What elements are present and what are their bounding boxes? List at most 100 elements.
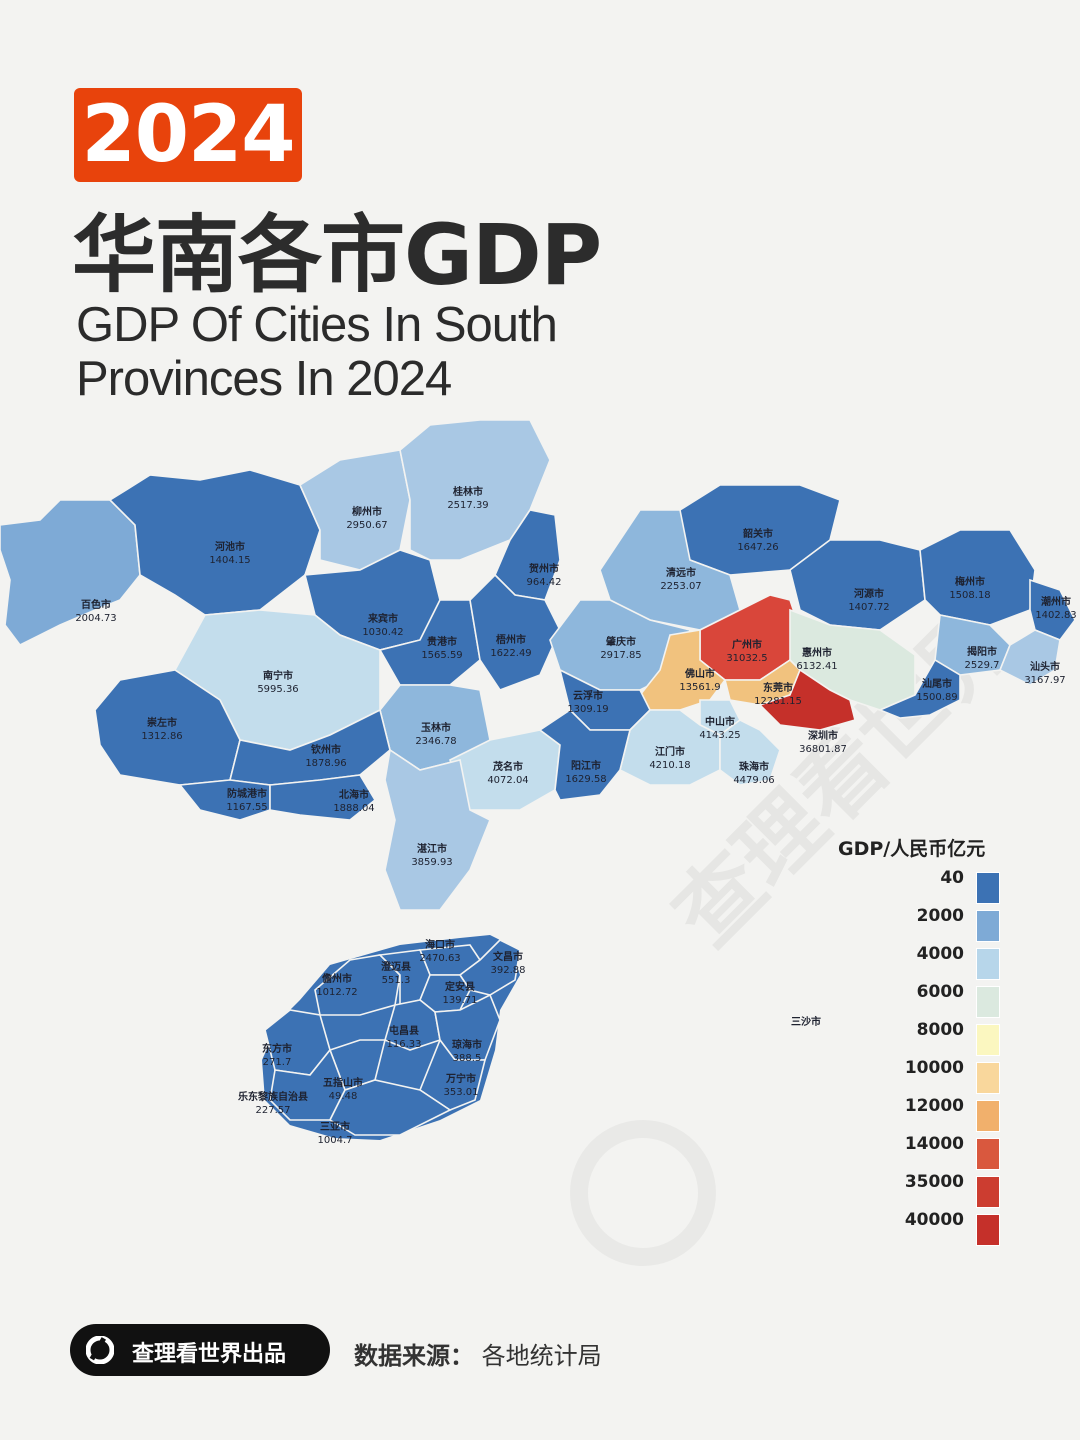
source-value: 各地统计局 <box>481 1342 602 1370</box>
city-gdp-value: 13561.9 <box>679 682 720 693</box>
city-name-label: 北海市 <box>339 788 369 801</box>
city-gdp-value: 353.01 <box>444 1087 479 1098</box>
region-33 <box>719 719 781 786</box>
legend-label: 4000 <box>916 944 964 964</box>
city-gdp-value: 1407.72 <box>848 602 889 613</box>
city-name-label: 阳江市 <box>571 759 601 772</box>
gdp-map: 百色市 2004.73 河池市 1404.15 柳州市 2950.67 桂林市 2517.39… <box>0 419 1077 1146</box>
region-13 <box>269 774 377 821</box>
region-32 <box>538 708 632 801</box>
city-gdp-value: 3167.97 <box>1024 675 1065 686</box>
legend-item: 35000 <box>900 1172 1010 1208</box>
legend-swatch <box>976 910 1000 942</box>
city-name-label: 汕头市 <box>1030 660 1060 673</box>
region-34 <box>384 748 492 911</box>
map-labels: 百色市 2004.73 河池市 1404.15 柳州市 2950.67 桂林市 2517.39… <box>75 485 1076 1146</box>
city-gdp-value: 12281.15 <box>754 696 802 707</box>
city-gdp-value: 1167.55 <box>226 802 267 813</box>
city-name-label: 河源市 <box>854 587 884 600</box>
city-name-label: 湛江市 <box>417 842 447 855</box>
city-name-label: 三亚市 <box>320 1120 350 1133</box>
legend-swatch <box>976 1024 1000 1056</box>
legend-label: 40000 <box>904 1210 964 1230</box>
city-gdp-value: 4210.18 <box>649 760 690 771</box>
title-chinese: 华南各市GDP <box>72 206 602 304</box>
city-name-label: 惠州市 <box>802 646 832 659</box>
city-gdp-value: 1888.04 <box>333 803 374 814</box>
city-gdp-value: 1402.83 <box>1035 610 1076 621</box>
city-name-label: 柳州市 <box>352 505 382 518</box>
city-gdp-value: 2950.67 <box>346 520 387 531</box>
year-badge: 2024 <box>74 88 302 182</box>
legend-swatch <box>976 986 1000 1018</box>
city-gdp-value: 1404.15 <box>209 555 250 566</box>
city-gdp-value: 1030.42 <box>362 627 403 638</box>
brand-label: 查理看世界出品 <box>132 1342 287 1367</box>
city-gdp-value: 139.71 <box>443 995 478 1006</box>
city-name-label: 乐东黎族自治县 <box>238 1090 308 1103</box>
legend-swatch <box>976 1214 1000 1246</box>
legend-item: 10000 <box>900 1058 1010 1094</box>
city-name-label: 澄迈县 <box>381 960 411 973</box>
legend-label: 6000 <box>916 982 964 1002</box>
legend-label: 40 <box>940 868 964 888</box>
city-gdp-value: 227.57 <box>256 1105 291 1116</box>
city-gdp-value: 4072.04 <box>487 775 528 786</box>
city-name-label: 揭阳市 <box>967 645 997 658</box>
legend-item: 6000 <box>900 982 1010 1018</box>
legend-item: 4000 <box>900 944 1010 980</box>
title-english-line-2: Provinces In 2024 <box>76 352 452 406</box>
city-name-label: 贺州市 <box>528 562 559 575</box>
region-37 <box>314 954 401 1016</box>
city-name-label: 肇庆市 <box>605 635 636 648</box>
legend-label: 35000 <box>904 1172 964 1192</box>
region-46 <box>328 1079 452 1136</box>
city-gdp-value: 2529.7 <box>965 660 1000 671</box>
legend-item: 8000 <box>900 1020 1010 1056</box>
city-name-label: 海口市 <box>425 938 455 951</box>
city-name-label: 茂名市 <box>493 760 523 773</box>
legend-title: GDP/人民币亿元 <box>838 838 986 860</box>
legend-label: 10000 <box>904 1058 964 1078</box>
legend-label: 14000 <box>904 1134 964 1154</box>
legend-label: 8000 <box>916 1020 964 1040</box>
legend-item: 12000 <box>900 1096 1010 1132</box>
legend-item: 40000 <box>900 1210 1010 1246</box>
city-name-label: 韶关市 <box>743 527 773 540</box>
city-gdp-value: 551.3 <box>382 975 411 986</box>
source-label: 数据来源： <box>354 1342 474 1370</box>
city-name-label: 梅州市 <box>955 575 985 588</box>
city-name-label: 防城港市 <box>227 787 267 800</box>
city-name-label: 南宁市 <box>263 669 293 682</box>
city-gdp-value: 36801.87 <box>799 744 847 755</box>
legend-item: 2000 <box>900 906 1010 942</box>
city-gdp-value: 1004.7 <box>318 1135 353 1146</box>
legend-swatch <box>976 872 1000 904</box>
legend-item: 40 <box>900 868 1010 904</box>
city-gdp-value: 1629.58 <box>565 774 606 785</box>
city-gdp-value: 388.5 <box>453 1053 482 1064</box>
map-regions <box>0 419 1076 1140</box>
city-gdp-value: 1647.26 <box>737 542 778 553</box>
city-gdp-value: 1878.96 <box>305 758 346 769</box>
city-name-label: 崇左市 <box>147 716 177 729</box>
city-name-label: 中山市 <box>705 715 735 728</box>
city-name-label: 江门市 <box>655 745 685 758</box>
city-gdp-value: 4479.06 <box>733 775 774 786</box>
region-24 <box>877 658 961 719</box>
city-name-label: 文昌市 <box>493 950 523 963</box>
legend-swatch <box>976 1062 1000 1094</box>
city-name-label: 汕尾市 <box>922 677 952 690</box>
city-gdp-value: 2346.78 <box>415 736 456 747</box>
city-gdp-value: 4143.25 <box>699 730 740 741</box>
city-gdp-value: 2470.63 <box>419 953 460 964</box>
city-gdp-value: 1309.19 <box>567 704 608 715</box>
legend-swatch <box>976 948 1000 980</box>
city-gdp-value: 2917.85 <box>600 650 641 661</box>
city-name-label: 佛山市 <box>684 667 715 680</box>
city-name-label: 万宁市 <box>445 1072 476 1085</box>
city-name-label: 东方市 <box>262 1042 292 1055</box>
city-gdp-value: 271.7 <box>263 1057 292 1068</box>
title-english-line-1: GDP Of Cities In South <box>76 298 558 352</box>
city-gdp-value: 5995.36 <box>257 684 298 695</box>
